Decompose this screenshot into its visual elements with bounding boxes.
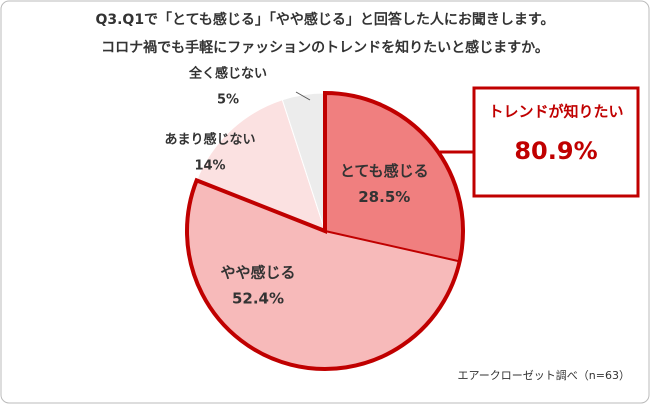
source: エアークローゼット調べ（n=63） [457,368,630,382]
slice-label: 全く感じない [188,66,267,82]
chart-title: Q3.Q1で「とても感じる」「やや感じる」と回答した人にお聞きします。 [95,11,554,28]
callout-box [472,86,640,198]
slice-value: 28.5% [358,188,410,206]
chart-title: コロナ禍でも手軽にファッションのトレンドを知りたいと感じますか。 [101,39,549,56]
slice-value: 52.4% [232,290,284,308]
leader-line [295,91,311,101]
callout-value: 80.9% [514,137,597,165]
highlight-divider [324,230,460,263]
highlight-outline [185,90,465,371]
slice-value: 14% [194,159,225,174]
slice-label: やや感じる [220,264,295,282]
callout-title: トレンドが知りたい [488,103,623,121]
slice-label: あまり感じない [164,132,255,148]
slice-label: とても感じる [340,162,429,180]
slice-value: 5% [217,93,239,108]
